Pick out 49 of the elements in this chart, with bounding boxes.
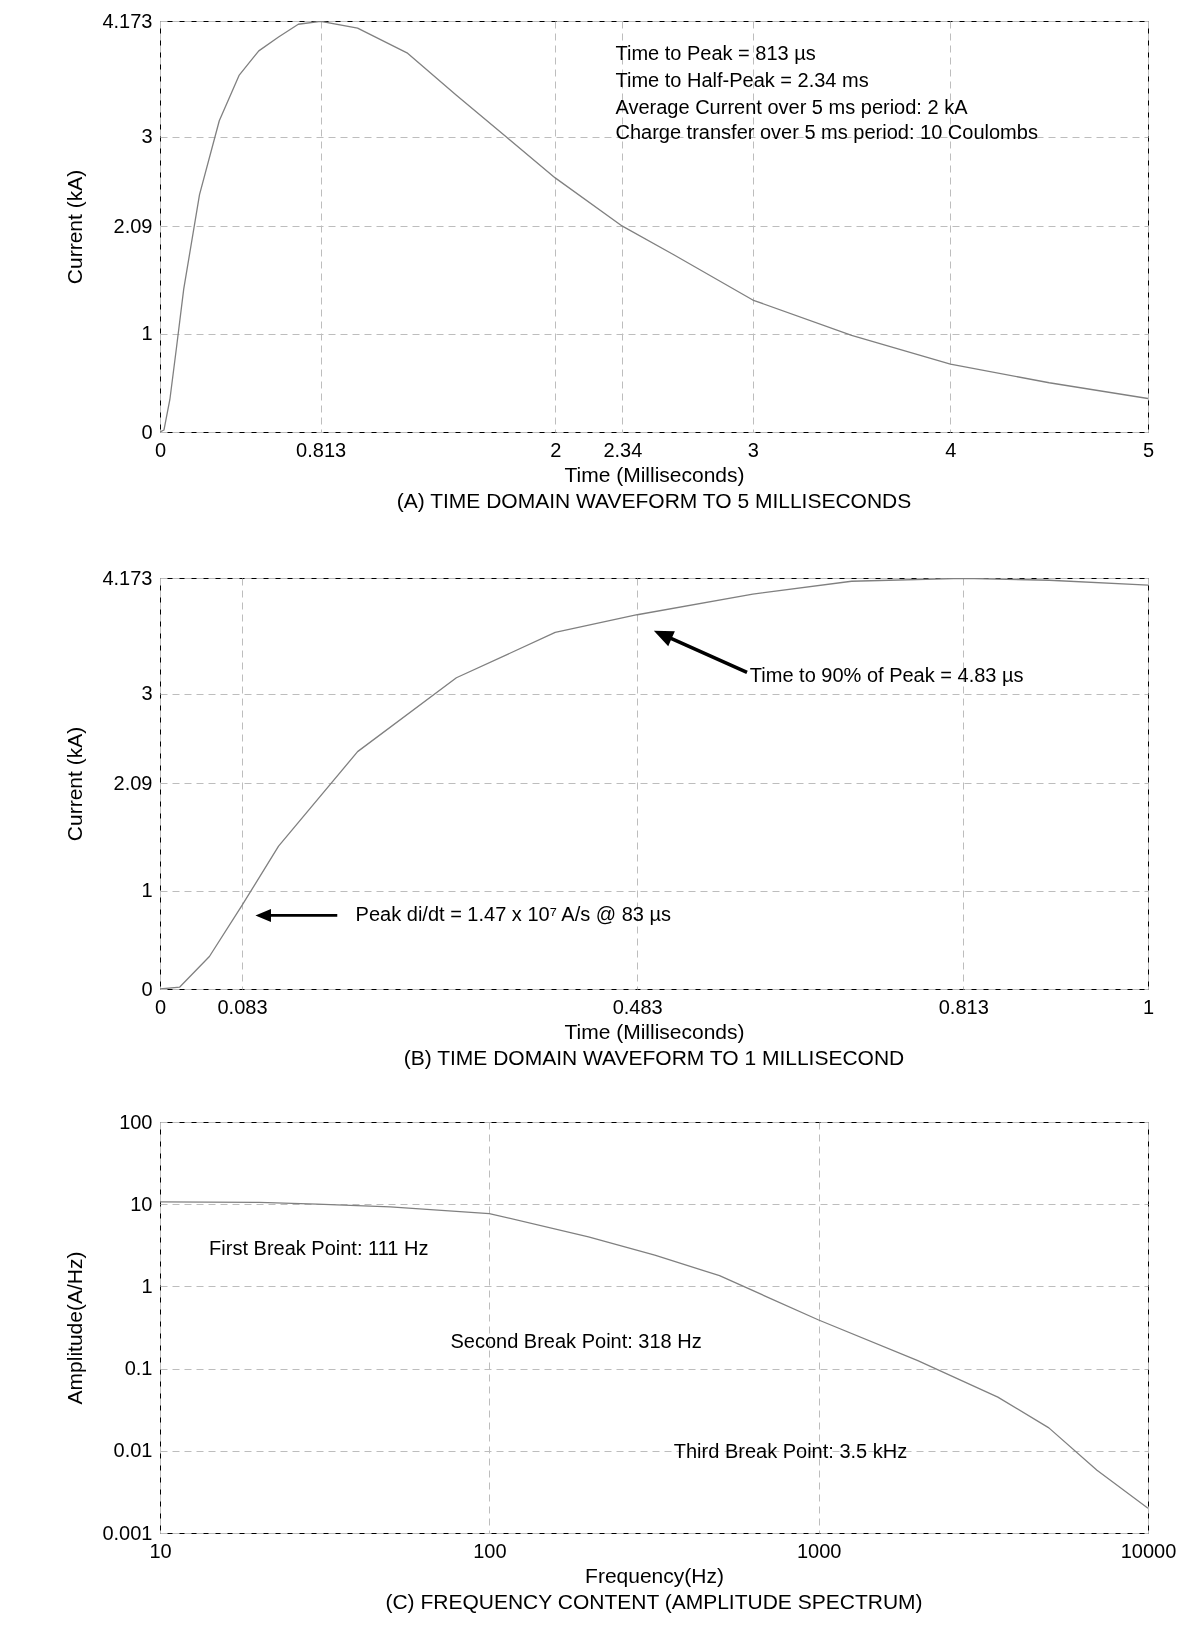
annotation: Third Break Point: 3.5 kHz <box>673 1440 908 1463</box>
annotation: Peak di/dt = 1.47 x 10⁷ A/s @ 83 µs <box>355 903 671 926</box>
annotation: Time to 90% of Peak = 4.83 µs <box>749 663 1024 686</box>
y-tick-label: 10 <box>130 1192 153 1215</box>
x-tick-label: 1 <box>1142 995 1155 1018</box>
y-tick-label: 1 <box>141 879 153 902</box>
x-tick-label: 2.34 <box>603 438 643 461</box>
x-tick-label: 2 <box>550 438 562 461</box>
annotation: Time to Peak = 813 µs <box>615 42 816 65</box>
y-tick-label: 3 <box>141 682 153 705</box>
annotation: First Break Point: 111 Hz <box>209 1237 429 1259</box>
x-tick-label: 0.813 <box>938 995 989 1018</box>
annotation: Charge transfer over 5 ms period: 10 Coulombs <box>615 120 1038 143</box>
y-tick-label: 0.001 <box>102 1521 153 1544</box>
x-tick-label: 10000 <box>1120 1539 1177 1562</box>
y-tick-label: 3 <box>141 125 153 148</box>
y-tick-label: 2.09 <box>113 214 153 237</box>
x-tick-label: 5 <box>1142 438 1155 461</box>
annotation: Time to Half-Peak = 2.34 ms <box>615 68 869 91</box>
line-series <box>160 21 1148 432</box>
x-tick-label: 1000 <box>796 1539 842 1562</box>
y-axis-title: Amplitude(A/Hz) <box>63 1251 87 1405</box>
x-axis-title: Frequency(Hz) <box>585 1563 724 1587</box>
annotation: Second Break Point: 318 Hz <box>450 1329 702 1352</box>
y-axis-title: Current (kA) <box>63 169 87 285</box>
x-tick-label: 0.483 <box>612 995 663 1018</box>
line-series <box>160 578 1148 989</box>
x-tick-label: 100 <box>473 1539 507 1562</box>
text: (B) TIME DOMAIN WAVEFORM TO 1 MILLISECOND <box>403 1046 905 1069</box>
y-tick-label: 0.1 <box>124 1357 153 1380</box>
y-tick-label: 1 <box>141 1274 153 1297</box>
y-tick-label: 1 <box>141 322 153 345</box>
y-tick-label: 2.09 <box>113 771 153 794</box>
text: (A) TIME DOMAIN WAVEFORM TO 5 MILLISECONDS <box>396 489 912 512</box>
y-tick-label: 0 <box>141 420 153 443</box>
x-tick-label: 3 <box>747 438 759 461</box>
y-tick-label: 4.173 <box>102 566 153 589</box>
x-axis-title: Time (Milliseconds) <box>564 1019 745 1043</box>
x-tick-label: 0.083 <box>217 995 268 1018</box>
y-axis-title: Current (kA) <box>63 726 87 842</box>
annotation: Average Current over 5 ms period: 2 kA <box>615 95 969 118</box>
x-tick-label: 4 <box>945 438 957 461</box>
y-tick-label: 100 <box>119 1110 153 1133</box>
text: (C) FREQUENCY CONTENT (AMPLITUDE SPECTRUM) <box>385 1590 923 1613</box>
x-axis-title: Time (Milliseconds) <box>564 462 745 486</box>
y-tick-label: 0.01 <box>113 1439 153 1462</box>
x-tick-label: 0.813 <box>296 438 347 461</box>
y-tick-label: 0 <box>141 977 153 1000</box>
y-tick-label: 4.173 <box>102 9 153 32</box>
